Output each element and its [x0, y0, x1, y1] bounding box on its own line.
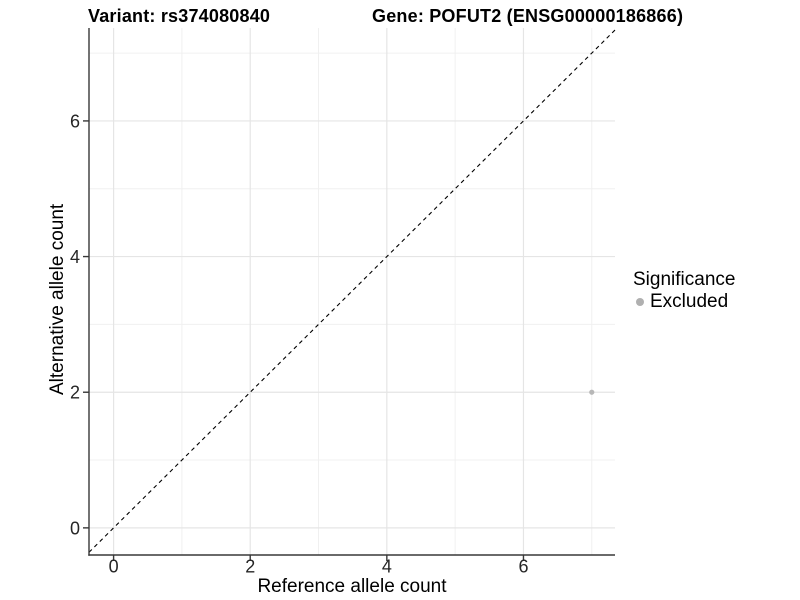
- plot-title-variant: Variant: rs374080840: [88, 6, 271, 26]
- legend: Significance Excluded: [633, 269, 735, 312]
- x-tick-label: 4: [382, 557, 392, 577]
- x-tick-label: 0: [109, 557, 119, 577]
- legend-title: Significance: [633, 269, 736, 290]
- y-axis-title: Alternative allele count: [47, 203, 68, 395]
- x-tick-label: 2: [245, 557, 255, 577]
- y-tick-label: 6: [70, 111, 80, 131]
- x-tick-label: 6: [518, 557, 528, 577]
- y-tick-label: 2: [70, 383, 80, 403]
- legend-item-excluded: Excluded: [633, 291, 735, 312]
- x-axis-title: Reference allele count: [257, 576, 447, 597]
- data-point: [589, 389, 595, 395]
- plot-title-gene: Gene: POFUT2 (ENSG00000186866): [372, 6, 684, 26]
- y-tick-label: 4: [70, 247, 80, 267]
- legend-item-label: Excluded: [650, 291, 729, 312]
- identity-reference-line: [88, 29, 616, 553]
- y-tick-label: 0: [70, 518, 80, 538]
- legend-point-icon: [636, 297, 644, 306]
